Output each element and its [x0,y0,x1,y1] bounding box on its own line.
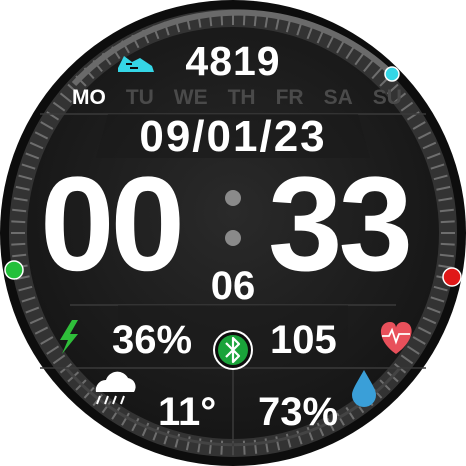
weekday-fr: FR [276,86,304,114]
bezel-tick [221,441,222,455]
weekday-sa: SA [324,86,353,114]
bezel-tick [441,221,455,222]
heart-rate-value: 105 [270,318,337,363]
weekday-mo: MO [72,86,106,114]
colon-dot-bottom [225,230,241,246]
temperature-value: 11° [158,390,216,435]
bezel-tick [441,244,455,245]
colon-dot-top [225,190,241,206]
bluetooth-icon [214,331,252,369]
bezel-tick [244,441,245,455]
battery-percent: 36% [112,318,192,363]
seconds-display: 06 [0,264,466,309]
bezel-tick [11,221,25,222]
bezel-tick [11,244,25,245]
weekday-th: TH [228,86,256,114]
weekday-tu: TU [126,86,154,114]
humidity-value: 73% [258,390,338,435]
step-count: 4819 [0,38,466,85]
weekday-row: MO TU WE TH FR SA SU [72,86,402,114]
weekday-we: WE [174,86,208,114]
weekday-su: SU [373,86,402,114]
